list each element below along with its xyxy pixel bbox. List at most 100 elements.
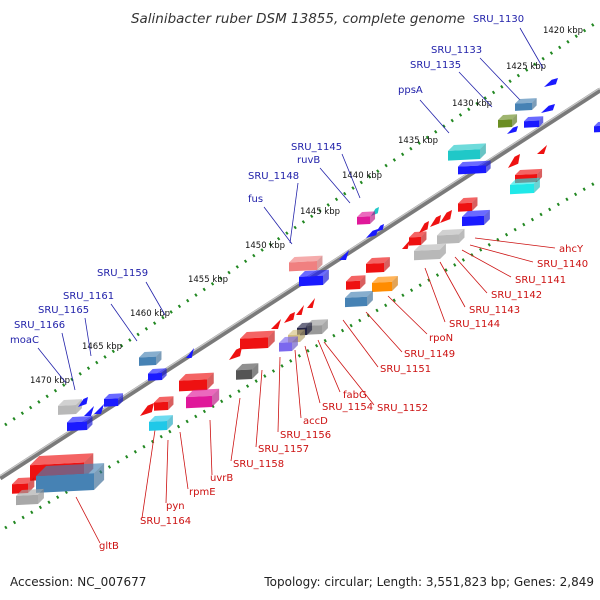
gene-label-sru-1164[interactable]: SRU_1164 xyxy=(140,516,191,527)
feature-i[interactable] xyxy=(339,250,349,260)
gene-label-uvrb[interactable]: uvrB xyxy=(210,473,233,484)
feature-j[interactable] xyxy=(148,368,167,381)
feature-ruvb[interactable] xyxy=(357,211,376,225)
gene-label-sru-1152[interactable]: SRU_1152 xyxy=(377,403,428,414)
feature-w[interactable] xyxy=(430,215,441,227)
feature-ppsa[interactable] xyxy=(448,143,486,161)
tick-labels: 1420 kbp 1425 kbp 1430 kbp 1435 kbp 1440 kbp… xyxy=(30,26,583,386)
feature-x[interactable] xyxy=(419,221,429,233)
feature-b[interactable] xyxy=(524,116,544,128)
feature-ag[interactable] xyxy=(140,403,154,416)
gene-label-accd[interactable]: accD xyxy=(303,416,328,427)
feature-aa[interactable] xyxy=(346,275,366,290)
leader-rpon xyxy=(387,295,428,335)
feature-ae[interactable] xyxy=(271,319,281,329)
leader-sru-1144 xyxy=(424,267,446,323)
gene-label-sru-1135[interactable]: SRU_1135 xyxy=(410,60,461,71)
gene-label-ppsa[interactable]: ppsA xyxy=(398,85,423,96)
feature-f[interactable] xyxy=(366,229,378,238)
gene-label-sru-1151[interactable]: SRU_1151 xyxy=(380,364,431,375)
feature-p[interactable] xyxy=(537,145,547,154)
gene-label-sru-1166[interactable]: SRU_1166 xyxy=(14,320,65,331)
tick-label-1455-kbp: 1455 kbp xyxy=(188,275,228,285)
feature-h[interactable] xyxy=(299,269,329,287)
feature-ab[interactable] xyxy=(307,298,315,308)
leader-sru-1166 xyxy=(61,332,76,391)
gene-label-gltb[interactable]: gltB xyxy=(99,541,119,552)
gene-label-sru-1149[interactable]: SRU_1149 xyxy=(404,349,455,360)
feature-q[interactable] xyxy=(508,154,520,168)
gene-label-sru-1140[interactable]: SRU_1140 xyxy=(537,259,588,270)
feature-n[interactable] xyxy=(94,404,104,414)
feature-d[interactable] xyxy=(594,121,600,133)
feature-moac[interactable] xyxy=(67,416,93,431)
feature-sru-1130[interactable] xyxy=(544,78,558,87)
feature-ad[interactable] xyxy=(284,312,295,323)
gene-label-sru-1148[interactable]: SRU_1148 xyxy=(248,171,299,182)
feature-m[interactable] xyxy=(84,406,94,416)
feature-pyn[interactable] xyxy=(149,415,173,431)
feature-gltb[interactable] xyxy=(36,463,105,493)
gene-label-sru-1158[interactable]: SRU_1158 xyxy=(233,459,284,470)
gene-label-sru-1156[interactable]: SRU_1156 xyxy=(280,430,331,441)
feature-c[interactable] xyxy=(507,126,518,134)
feature-af[interactable] xyxy=(229,347,242,360)
feature-z[interactable] xyxy=(402,240,410,249)
gene-label-ahcy[interactable]: ahcY xyxy=(559,244,584,255)
feature-fus[interactable] xyxy=(289,255,323,272)
gene-label-fabg[interactable]: fabG xyxy=(343,390,367,401)
tick-label-1420-kbp: 1420 kbp xyxy=(543,26,583,36)
gene-label-sru-1165[interactable]: SRU_1165 xyxy=(38,305,89,316)
feature-uvrb[interactable] xyxy=(179,372,214,392)
gene-label-moac[interactable]: moaC xyxy=(10,335,39,346)
feature-sru-1159[interactable] xyxy=(139,351,162,366)
gene-label-sru-1133[interactable]: SRU_1133 xyxy=(431,45,482,56)
tick-label-1425-kbp: 1425 kbp xyxy=(506,62,546,72)
feature-accd[interactable] xyxy=(279,336,298,352)
feature-sru-1149[interactable] xyxy=(372,276,398,292)
gene-label-sru-1143[interactable]: SRU_1143 xyxy=(469,305,520,316)
feature-ahcy[interactable] xyxy=(437,228,465,245)
feature-sru-1135[interactable] xyxy=(498,114,518,128)
feature-l[interactable] xyxy=(78,397,88,407)
feature-t[interactable] xyxy=(458,197,478,212)
feature-g[interactable] xyxy=(376,224,384,232)
gene-label-sru-1154[interactable]: SRU_1154 xyxy=(322,402,373,413)
feature-sru-1140[interactable] xyxy=(414,243,446,261)
leader-sru-1141 xyxy=(461,249,512,278)
feature-sru-1158[interactable] xyxy=(186,388,220,409)
feature-u[interactable] xyxy=(462,209,490,227)
gene-label-ruvb[interactable]: ruvB xyxy=(297,155,320,166)
feature-k[interactable] xyxy=(186,348,194,358)
gene-label-sru-1144[interactable]: SRU_1144 xyxy=(449,319,500,330)
feature-ac[interactable] xyxy=(296,305,304,315)
gene-label-sru-1161[interactable]: SRU_1161 xyxy=(63,291,114,302)
gene-label-rpon[interactable]: rpoN xyxy=(429,333,453,344)
leader-sru-1133 xyxy=(479,57,521,101)
feature-rpon[interactable] xyxy=(366,257,390,273)
feature-y[interactable] xyxy=(409,231,427,246)
feature-sru-1133[interactable] xyxy=(515,98,537,111)
feature-sru-1157[interactable] xyxy=(236,363,259,380)
feature-sru-1156[interactable] xyxy=(240,330,275,350)
gene-label-rpme[interactable]: rpmE xyxy=(189,487,216,498)
gene-label-sru-1145[interactable]: SRU_1145 xyxy=(291,142,342,153)
gene-label-sru-1130[interactable]: SRU_1130 xyxy=(473,14,524,25)
gene-label-sru-1159[interactable]: SRU_1159 xyxy=(97,268,148,279)
feature-sru-1166[interactable] xyxy=(58,399,82,415)
feature-s[interactable] xyxy=(510,177,540,195)
feature-v[interactable] xyxy=(440,210,452,223)
gene-label-sru-1141[interactable]: SRU_1141 xyxy=(515,275,566,286)
feature-rpme[interactable] xyxy=(154,396,174,411)
feature-ah[interactable] xyxy=(16,488,44,506)
feature-a[interactable] xyxy=(541,104,555,113)
gene-label-fus[interactable]: fus xyxy=(248,194,263,205)
gene-label-sru-1142[interactable]: SRU_1142 xyxy=(491,290,542,301)
tick-label-1445-kbp: 1445 kbp xyxy=(300,207,340,217)
gene-label-pyn[interactable]: pyn xyxy=(166,501,185,512)
feature-sru-1151[interactable] xyxy=(345,290,373,308)
feature-e[interactable] xyxy=(458,160,491,175)
feature-o[interactable] xyxy=(104,393,124,407)
gene-label-sru-1157[interactable]: SRU_1157 xyxy=(258,444,309,455)
